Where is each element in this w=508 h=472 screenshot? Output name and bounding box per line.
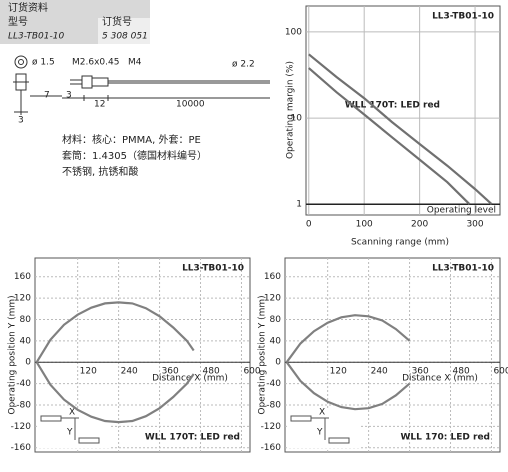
inset-y-label: Y — [66, 428, 73, 438]
y-tick-label: -120 — [261, 422, 282, 432]
dim-label: ø 2.2 — [232, 60, 255, 70]
x-tick-label: 360 — [162, 367, 179, 377]
dim-label: 7 — [44, 91, 50, 101]
data-line — [285, 361, 411, 411]
y-tick-label: -160 — [261, 443, 282, 453]
x-tick-label: 200 — [411, 220, 428, 230]
x-axis-label: Scanning range (mm) — [351, 238, 449, 248]
y-tick-label: 160 — [264, 272, 281, 282]
order-title: 订货资料 — [8, 1, 48, 14]
x-tick-label: 480 — [203, 367, 220, 377]
x-axis-label: Distance X (mm) — [402, 374, 478, 384]
data-line — [35, 301, 195, 363]
legend-label: WLL 170T: LED red — [145, 433, 240, 443]
y-tick-label: -120 — [11, 422, 32, 432]
dim-label: ø 1.5 — [32, 58, 55, 68]
material-line: 套筒：1.4305（德国材料编号） — [62, 149, 207, 162]
data-line — [285, 314, 411, 363]
order-value: 5 308 051 — [102, 32, 148, 42]
y-tick-label: 10 — [291, 114, 303, 124]
y-tick-label: 100 — [285, 27, 302, 37]
y-tick-label: 80 — [270, 315, 282, 325]
chart-title: LL3-TB01-10 — [432, 264, 494, 274]
dim-label: 3 — [66, 91, 72, 101]
plot-frame — [305, 5, 501, 216]
y-axis-label: Operating position Y (mm) — [8, 295, 18, 414]
y-axis-label: Operating position Y (mm) — [258, 295, 268, 414]
y-tick-label: -80 — [16, 400, 31, 410]
order-label: 订货号 — [102, 15, 132, 28]
inset-receiver — [78, 437, 100, 444]
inset-x-label: X — [319, 408, 325, 418]
x-tick-label: 0 — [306, 220, 312, 230]
dim-label: M2.6x0.45 — [72, 58, 119, 68]
y-tick-label: 0 — [25, 358, 31, 368]
inset-receiver — [328, 437, 350, 444]
x-tick-label: 240 — [371, 367, 388, 377]
x-tick-label: 600 — [493, 367, 508, 377]
chart-title: LL3-TB01-10 — [182, 264, 244, 274]
inset-bg — [39, 408, 109, 448]
y-axis-label: Operating margin (%) — [286, 61, 296, 159]
material-line: 材料：核心：PMMA, 外套：PE — [62, 133, 201, 146]
x-tick-label: 120 — [80, 367, 97, 377]
y-tick-label: 0 — [275, 358, 281, 368]
order-cell — [98, 18, 150, 44]
plot-frame — [34, 257, 251, 453]
x-tick-label: 360 — [412, 367, 429, 377]
y-tick-label: -40 — [16, 379, 31, 389]
data-line — [308, 67, 471, 205]
y-tick-label: 1 — [296, 200, 302, 210]
data-line — [308, 53, 493, 206]
x-tick-label: 100 — [356, 220, 373, 230]
y-tick-label: 160 — [14, 272, 31, 282]
y-tick-label: 120 — [14, 294, 31, 304]
y-tick-label: 120 — [264, 294, 281, 304]
legend-label: WLL 170: LED red — [400, 433, 490, 443]
y-tick-label: 40 — [20, 336, 32, 346]
x-tick-label: 120 — [330, 367, 347, 377]
y-tick-label: -80 — [266, 400, 281, 410]
dim-label: M4 — [128, 58, 142, 68]
inset-y-label: Y — [316, 428, 323, 438]
part-drawing — [13, 55, 270, 115]
dim-label: 3 — [18, 116, 24, 126]
y-tick-label: 40 — [270, 336, 282, 346]
x-tick-label: 240 — [121, 367, 138, 377]
inset-bg — [289, 408, 359, 448]
data-line — [35, 361, 195, 424]
type-label: 型号 — [8, 15, 28, 28]
x-tick-label: 480 — [453, 367, 470, 377]
dim-label: 10000 — [176, 100, 205, 110]
chart-title: LL3-TB01-10 — [432, 12, 494, 22]
y-tick-label: -40 — [266, 379, 281, 389]
x-tick-label: 600 — [243, 367, 260, 377]
inset-x-label: X — [69, 408, 75, 418]
type-value: LL3-TB01-10 — [8, 32, 64, 42]
y-tick-label: 80 — [20, 315, 32, 325]
material-line: 不锈钢, 抗锈和酸 — [62, 165, 138, 178]
dim-label: 12 — [94, 100, 105, 110]
x-tick-label: 300 — [466, 220, 483, 230]
y-tick-label: -160 — [11, 443, 32, 453]
legend-label: WLL 170T: LED red — [345, 101, 440, 111]
operating-level-label: Operating level — [427, 206, 496, 216]
